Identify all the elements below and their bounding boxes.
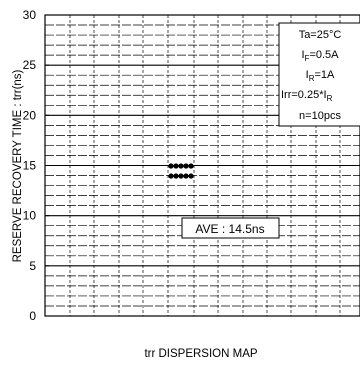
y-tick-label: 20 bbox=[23, 108, 37, 122]
data-point bbox=[183, 173, 189, 179]
y-tick-label: 30 bbox=[23, 8, 37, 22]
data-point bbox=[188, 173, 194, 179]
y-axis-title: RESERVE RECOVERY TIME : trr(ns) bbox=[12, 69, 24, 262]
average-label: AVE : 14.5ns bbox=[181, 217, 280, 239]
y-tick-label: 15 bbox=[23, 159, 37, 173]
conditions-box-frame bbox=[278, 22, 360, 127]
y-tick-label: 25 bbox=[23, 58, 37, 72]
data-point bbox=[173, 163, 179, 169]
condition-irr: Irr=0.25*IR bbox=[281, 89, 333, 103]
data-point bbox=[188, 163, 194, 169]
data-point bbox=[168, 163, 174, 169]
condition-n: n=10pcs bbox=[299, 110, 341, 122]
data-point bbox=[178, 173, 184, 179]
condition-ta: Ta=25°C bbox=[299, 29, 342, 41]
y-axis-ticks: 0 5 10 15 20 25 30 bbox=[23, 8, 49, 323]
data-point bbox=[178, 163, 184, 169]
condition-ir: IR=1A bbox=[306, 69, 335, 83]
data-point bbox=[183, 163, 189, 169]
average-label-text: AVE : 14.5ns bbox=[195, 222, 264, 236]
data-points bbox=[168, 163, 194, 179]
data-point bbox=[168, 173, 174, 179]
y-tick-label: 10 bbox=[23, 209, 37, 223]
y-tick-label: 0 bbox=[29, 309, 36, 323]
condition-if: IF=0.5A bbox=[301, 49, 339, 63]
y-tick-label: 5 bbox=[29, 259, 36, 273]
data-point bbox=[173, 173, 179, 179]
average-label-box bbox=[181, 217, 280, 239]
conditions-box: Ta=25°C IF=0.5A IR=1A Irr=0.25*IR n=10pc… bbox=[278, 22, 360, 127]
x-axis-title: trr DISPERSION MAP bbox=[144, 348, 257, 360]
